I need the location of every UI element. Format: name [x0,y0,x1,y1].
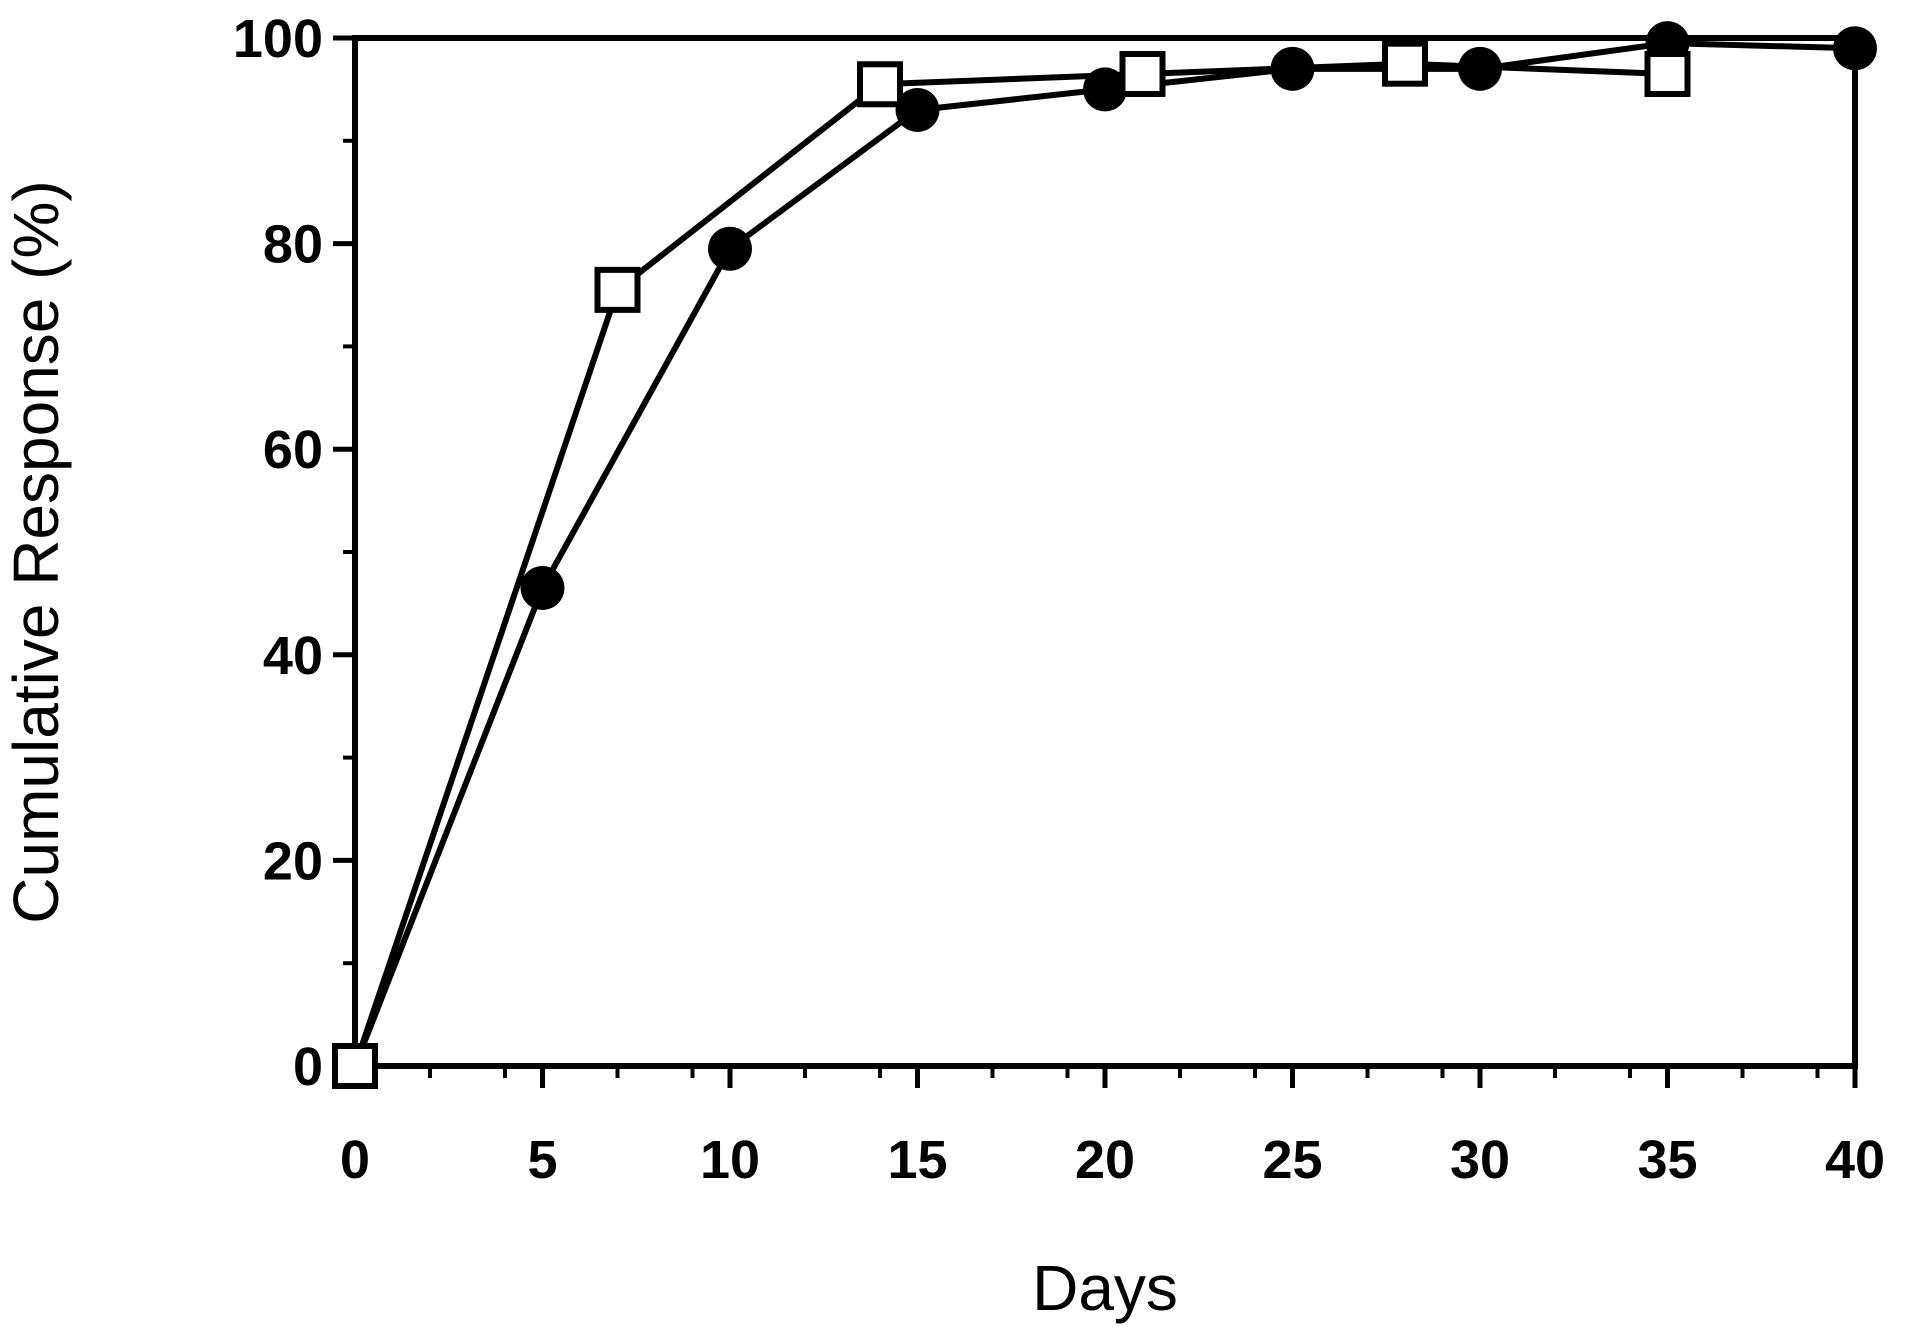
series-2 [332,40,1691,1089]
x-tick-label: 40 [1825,1130,1885,1190]
x-tick-label: 5 [527,1130,557,1190]
y-tick-label: 100 [233,9,323,69]
y-tick-label: 40 [263,626,323,686]
y-axis-title: Cumulative Response (%) [0,180,72,923]
y-tick-labels: 0 20 40 60 80 100 [233,9,323,1097]
series-layer [332,21,1877,1089]
x-tick-label: 25 [1262,1130,1322,1190]
axis-ticks [333,35,1858,1088]
y-tick-label: 60 [263,420,323,480]
series-line [352,40,1856,1068]
x-axis-title: Days [1032,1252,1178,1324]
x-tick-label: 30 [1450,1130,1510,1190]
x-tick-labels: 0 5 10 15 20 25 30 35 40 [340,1130,1885,1190]
x-tick-label: 0 [340,1130,370,1190]
y-tick-label: 20 [263,831,323,891]
y-tick-label: 0 [293,1037,323,1097]
x-tick-label: 15 [887,1130,947,1190]
data-point [1833,26,1877,71]
series-line [352,60,1668,1067]
data-point [332,1043,378,1089]
y-tick-label: 80 [263,215,323,275]
x-tick-label: 20 [1075,1130,1135,1190]
plot-frame [352,35,1858,1069]
data-point [1119,50,1166,97]
data-point [1382,40,1428,87]
series-1 [333,21,1877,1088]
x-tick-label: 35 [1637,1130,1697,1190]
data-point [857,61,903,108]
x-tick-label: 10 [700,1130,760,1190]
data-point [1644,50,1691,97]
data-point [594,266,641,313]
data-point [895,87,940,132]
data-point [708,226,752,271]
data-point [520,565,565,610]
